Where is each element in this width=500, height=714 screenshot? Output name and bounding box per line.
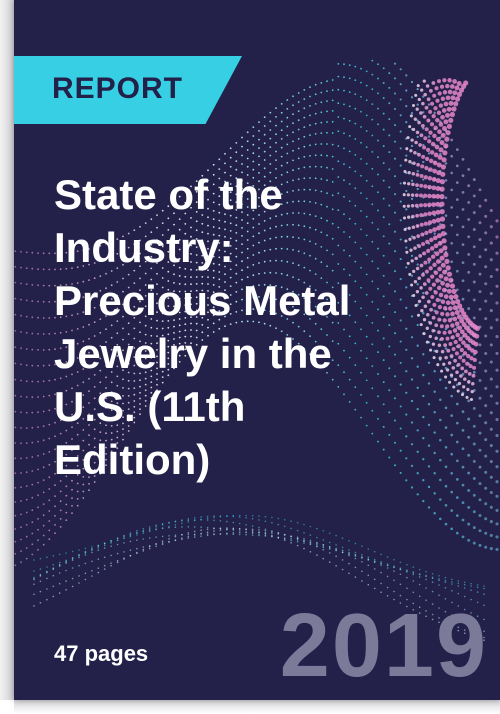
wave-dot-line xyxy=(14,63,499,287)
wave-loop-line xyxy=(414,81,476,378)
wave-dot-line xyxy=(14,59,499,271)
wave-dot-line xyxy=(14,75,499,303)
wave-trail-line xyxy=(33,527,485,641)
wave-loop-line xyxy=(402,84,474,402)
wave-dot-line xyxy=(14,271,499,517)
title-line: Edition) xyxy=(54,436,211,483)
title-line: U.S. (11th xyxy=(54,383,246,430)
wave-dot-line xyxy=(14,247,499,489)
wave-loop-line xyxy=(410,84,475,386)
wave-dot-line xyxy=(14,296,499,543)
wave-dot-line xyxy=(14,283,499,530)
wave-trail-line xyxy=(33,533,485,621)
report-cover: REPORT State of the Industry: Precious M… xyxy=(14,0,500,700)
book-spine-shadow xyxy=(0,0,14,700)
wave-trail-line xyxy=(33,515,485,590)
publication-year: 2019 xyxy=(279,596,488,696)
report-tag-label: REPORT xyxy=(52,72,184,105)
wave-trail-line xyxy=(33,531,485,632)
book-bottom-shadow xyxy=(14,700,500,714)
wave-dot-line xyxy=(14,259,499,503)
report-title: State of the Industry: Precious Metal Je… xyxy=(54,168,454,486)
wave-loop-line xyxy=(406,79,474,394)
decorative-dotted-waves xyxy=(14,59,499,641)
title-line: Jewelry in the xyxy=(54,330,332,377)
wave-dot-line xyxy=(14,308,499,555)
wave-dot-line xyxy=(14,320,499,567)
wave-loop-line xyxy=(431,79,479,347)
wave-dot-line xyxy=(14,116,499,351)
wave-trail-line xyxy=(33,526,485,607)
title-line: Industry: xyxy=(54,224,234,271)
wave-loop-line xyxy=(439,80,480,331)
page-count: 47 pages xyxy=(54,641,149,666)
wave-dot-line xyxy=(14,235,499,475)
wave-dot-line xyxy=(14,62,499,255)
wave-loop-line xyxy=(419,79,477,370)
wave-loop-line xyxy=(427,78,478,355)
title-line: State of the xyxy=(54,171,283,218)
wave-dot-line xyxy=(14,88,499,319)
report-tag-banner xyxy=(14,56,242,124)
title-line: Precious Metal xyxy=(54,277,351,324)
wave-trail-line xyxy=(33,514,485,587)
wave-trail-line xyxy=(33,528,485,639)
wave-loop-line xyxy=(435,81,480,339)
wave-loop-line xyxy=(423,78,477,363)
